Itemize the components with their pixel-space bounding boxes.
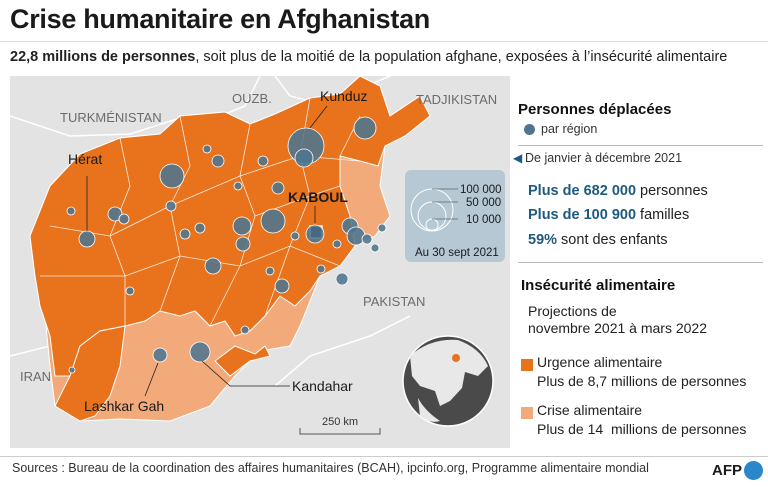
globe-land-africa xyxy=(418,398,440,422)
bubble-legend-dot xyxy=(524,124,535,135)
country-labels: TURKMÉNISTAN OUZB. TADJIKISTAN IRAN PAKI… xyxy=(20,91,497,384)
bubble xyxy=(361,233,373,245)
bubble xyxy=(265,266,275,276)
bubble xyxy=(211,154,225,168)
stat-families-label: familles xyxy=(636,207,690,223)
crise-detail: Plus de 14 millions de personnes xyxy=(537,421,747,437)
crise-swatch xyxy=(521,407,533,419)
urgence-zone-southwest xyxy=(54,325,126,422)
bubble xyxy=(233,181,243,191)
globe-afghanistan-marker xyxy=(452,354,460,362)
bubble xyxy=(204,257,222,275)
period-label: De janvier à décembre 2021 xyxy=(525,151,683,165)
bubble xyxy=(257,155,269,167)
period-arrow-icon: ◀ xyxy=(513,151,523,165)
stat-persons: Plus de 682 000 personnes xyxy=(528,183,708,199)
afghanistan-map: TURKMÉNISTAN OUZB. TADJIKISTAN IRAN PAKI… xyxy=(10,76,510,448)
bubble-legend-ticks xyxy=(432,188,458,220)
stat-children-value: 59% xyxy=(528,232,558,248)
bubble xyxy=(346,226,366,246)
urgence-detail: Plus de 8,7 millions de personnes xyxy=(537,373,747,389)
urgence-label: Urgence alimentaire xyxy=(537,354,663,370)
crise-label: Crise alimentaire xyxy=(537,402,643,418)
bubble-size-legend: 100 000 50 000 10 000 Au 30 sept 2021 xyxy=(405,170,505,262)
subtitle-rest: , soit plus de la moitié de la populatio… xyxy=(195,49,728,65)
bubble xyxy=(235,236,251,252)
label-herat: Hérat xyxy=(68,151,102,167)
bubble xyxy=(165,200,177,212)
stat-persons-label: personnes xyxy=(636,183,708,199)
bubble xyxy=(125,286,135,296)
bubble xyxy=(118,213,130,225)
label-pakistan: PAKISTAN xyxy=(363,294,425,309)
city-labels: Kunduz Hérat KABOUL Kandahar Lashkar Gah xyxy=(68,88,367,414)
page-title: Crise humanitaire en Afghanistan xyxy=(10,4,430,34)
bubble-kabul xyxy=(305,224,325,244)
afp-credit: AFP xyxy=(712,462,742,479)
label-kabul: KABOUL xyxy=(288,189,348,205)
scale-label: 250 km xyxy=(322,416,358,428)
bubble xyxy=(179,228,191,240)
projection-line1: Projections de xyxy=(528,303,617,319)
bubble xyxy=(370,243,380,253)
bubble xyxy=(68,366,76,374)
label-kandahar: Kandahar xyxy=(292,378,353,394)
bubble xyxy=(159,163,185,189)
bubble xyxy=(290,231,300,241)
stat-persons-value: Plus de 682 000 xyxy=(528,183,637,199)
food-heading: Insécurité alimentaire xyxy=(521,277,676,294)
subtitle-highlight: 22,8 millions de personnes xyxy=(10,49,196,65)
bubble-lashkar-gah xyxy=(152,347,168,363)
bubble xyxy=(202,144,212,154)
stat-children-label: sont des enfants xyxy=(557,232,668,248)
footer-divider xyxy=(0,456,768,457)
label-lashkar-gah: Lashkar Gah xyxy=(84,398,164,414)
globe-land xyxy=(410,339,488,406)
stat-families-value: Plus de 100 900 xyxy=(528,207,637,223)
bubble-kandahar xyxy=(189,341,211,363)
stat-families: Plus de 100 900 familles xyxy=(528,207,689,223)
globe-locator xyxy=(402,335,494,427)
bubble xyxy=(335,272,349,286)
urgence-swatch xyxy=(521,359,533,371)
bubble xyxy=(271,181,285,195)
bubble xyxy=(316,264,326,274)
legend-divider xyxy=(518,145,763,146)
urgence-zone-kandahar xyxy=(214,345,271,377)
title-divider xyxy=(0,41,768,42)
bubble-legend-100000: 100 000 xyxy=(460,184,502,196)
displacement-bubbles xyxy=(66,116,387,374)
per-region-label: par région xyxy=(541,122,598,136)
label-tajikistan: TADJIKISTAN xyxy=(416,92,497,107)
bubble xyxy=(232,216,252,236)
bubble xyxy=(240,325,250,335)
bubble xyxy=(332,239,342,249)
bubble-legend-date: Au 30 sept 2021 xyxy=(415,247,499,259)
bubble xyxy=(274,278,290,294)
bubble-legend-box xyxy=(405,170,505,262)
bubble xyxy=(294,148,314,168)
bubble xyxy=(377,223,387,233)
bubble xyxy=(66,206,76,216)
label-uzbekistan: OUZB. xyxy=(232,91,272,106)
displaced-heading: Personnes déplacées xyxy=(518,101,672,118)
bubble-herat xyxy=(78,230,96,248)
bubble-legend-10000: 10 000 xyxy=(466,214,501,226)
label-iran: IRAN xyxy=(20,369,51,384)
scale-bar: 250 km xyxy=(299,416,381,435)
legend-divider xyxy=(518,262,763,263)
sources: Sources : Bureau de la coordination des … xyxy=(12,461,649,475)
label-kunduz: Kunduz xyxy=(320,88,367,104)
label-turkmenistan: TURKMÉNISTAN xyxy=(60,110,162,125)
label-leaders xyxy=(86,105,328,397)
stat-children: 59% sont des enfants xyxy=(528,232,667,248)
bubble-legend-50000: 50 000 xyxy=(466,197,501,209)
bubble xyxy=(353,116,377,140)
bubble xyxy=(194,222,206,234)
afp-logo-icon xyxy=(744,461,763,480)
subtitle: 22,8 millions de personnes, soit plus de… xyxy=(10,49,727,65)
projection-line2: novembre 2021 à mars 2022 xyxy=(528,320,707,336)
bubble xyxy=(260,208,286,234)
